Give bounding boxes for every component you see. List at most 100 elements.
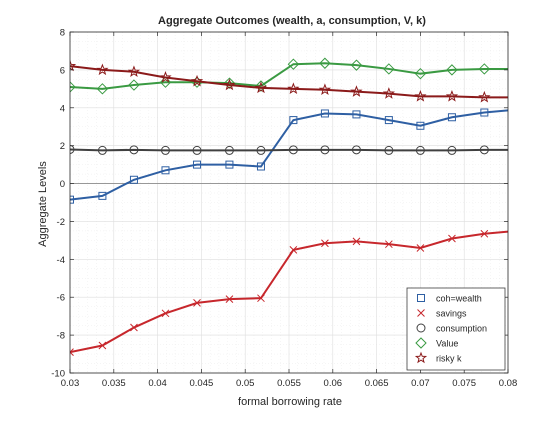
legend-marker-coh-wealth: [417, 294, 425, 302]
x-tick-label: 0.04: [148, 378, 167, 389]
data-point-consumption: [129, 145, 139, 155]
data-point-value: [223, 77, 236, 89]
data-point-coh-wealth: [480, 108, 489, 117]
series-value: [70, 57, 508, 95]
data-point-value: [350, 59, 363, 71]
x-tick-label: 0.055: [277, 378, 301, 389]
data-point-consumption: [256, 145, 266, 155]
series-consumption: [70, 144, 508, 155]
data-point-coh-wealth: [98, 191, 107, 200]
data-point-consumption: [224, 145, 234, 155]
data-point-coh-wealth: [225, 160, 234, 169]
legend-label-coh-wealth: coh=wealth: [436, 294, 482, 304]
data-point-risky-k: [127, 65, 141, 77]
y-tick-label: 8: [60, 28, 65, 39]
data-point-savings: [448, 234, 456, 243]
series-line-coh-wealth: [70, 109, 508, 201]
data-point-savings: [130, 323, 138, 332]
legend-label-risky-k: risky k: [436, 354, 462, 364]
data-point-value: [128, 79, 140, 91]
x-axis: 0.03 0.035 0.04 0.045 0.05 0.055 0.06 0.065 0.07…: [61, 32, 518, 389]
x-tick-label: 0.065: [365, 378, 389, 389]
y-tick-label: 4: [60, 103, 65, 114]
data-point-value: [70, 81, 76, 93]
data-point-risky-k: [445, 89, 459, 102]
data-point-risky-k: [254, 81, 268, 94]
data-point-savings: [480, 229, 489, 238]
chart-title: Aggregate Outcomes (wealth, a, consumpti…: [158, 15, 426, 27]
legend-label-value: Value: [436, 339, 458, 349]
legend-item-savings: savings: [417, 309, 467, 319]
data-point-value: [287, 58, 300, 70]
data-point-coh-wealth: [320, 109, 329, 118]
data-point-value: [446, 64, 458, 76]
data-point-risky-k: [190, 74, 204, 87]
legend-marker-savings: [417, 309, 425, 317]
y-tick-label: 2: [60, 141, 65, 152]
data-point-coh-wealth: [256, 162, 265, 171]
data-point-savings: [193, 299, 201, 307]
x-tick-label: 0.035: [102, 378, 126, 389]
data-point-savings: [70, 348, 74, 357]
data-point-coh-wealth: [352, 110, 361, 119]
y-axis-label: Aggregate Levels: [37, 161, 49, 247]
data-point-risky-k: [350, 85, 363, 97]
data-point-value: [383, 63, 395, 75]
data-point-value: [414, 67, 427, 80]
y-tick-label: 6: [60, 65, 65, 76]
data-point-coh-wealth: [447, 113, 456, 122]
y-tick-label: -10: [51, 369, 65, 380]
legend-item-risky-k: risky k: [414, 351, 462, 364]
data-point-savings: [225, 295, 234, 303]
data-point-coh-wealth: [129, 175, 138, 184]
data-point-savings: [385, 240, 393, 249]
data-point-value: [255, 80, 267, 92]
data-point-savings: [257, 294, 265, 303]
series-savings: [70, 229, 508, 357]
data-point-consumption: [479, 145, 489, 155]
legend-item-consumption: consumption: [416, 323, 487, 334]
data-point-savings: [98, 341, 107, 350]
x-tick-label: 0.08: [499, 378, 518, 389]
data-point-coh-wealth: [384, 116, 393, 125]
y-tick-label: -2: [57, 217, 65, 228]
major-grid: [70, 32, 508, 373]
data-point-consumption: [320, 145, 330, 155]
legend-marker-value: [415, 337, 427, 349]
data-point-risky-k: [96, 63, 109, 76]
data-point-consumption: [70, 144, 75, 154]
data-point-coh-wealth: [161, 166, 170, 175]
series-line-risky-k: [70, 65, 508, 99]
data-point-savings: [416, 244, 425, 252]
data-point-value: [159, 76, 172, 88]
data-point-value: [319, 57, 331, 69]
data-point-risky-k: [70, 59, 77, 72]
series-line-value: [70, 62, 508, 90]
data-point-savings: [352, 237, 361, 246]
legend-item-coh-wealth: coh=wealth: [417, 294, 482, 304]
y-tick-label: -4: [57, 255, 65, 266]
data-point-savings: [161, 309, 170, 318]
x-tick-label: 0.05: [236, 378, 255, 389]
data-point-risky-k: [159, 71, 172, 83]
series-risky-k: [70, 59, 508, 103]
data-point-risky-k: [318, 83, 332, 95]
y-tick-label: -6: [57, 293, 65, 304]
data-point-consumption: [415, 145, 425, 155]
y-tick-label: 0: [60, 179, 65, 190]
legend: coh=wealth savings consumption Value risky k: [406, 287, 506, 371]
x-tick-label: 0.075: [452, 378, 476, 389]
series-coh-wealth: [70, 108, 508, 204]
data-point-risky-k: [382, 87, 395, 99]
legend-item-value: Value: [415, 337, 458, 349]
data-point-risky-k: [223, 78, 236, 91]
legend-label-consumption: consumption: [436, 324, 487, 334]
data-point-risky-k: [287, 82, 300, 95]
y-tick-label: -8: [57, 331, 65, 342]
legend-label-savings: savings: [436, 309, 467, 319]
data-point-coh-wealth: [70, 195, 74, 204]
data-point-risky-k: [478, 90, 491, 103]
data-point-consumption: [97, 145, 107, 155]
data-point-coh-wealth: [289, 116, 298, 125]
